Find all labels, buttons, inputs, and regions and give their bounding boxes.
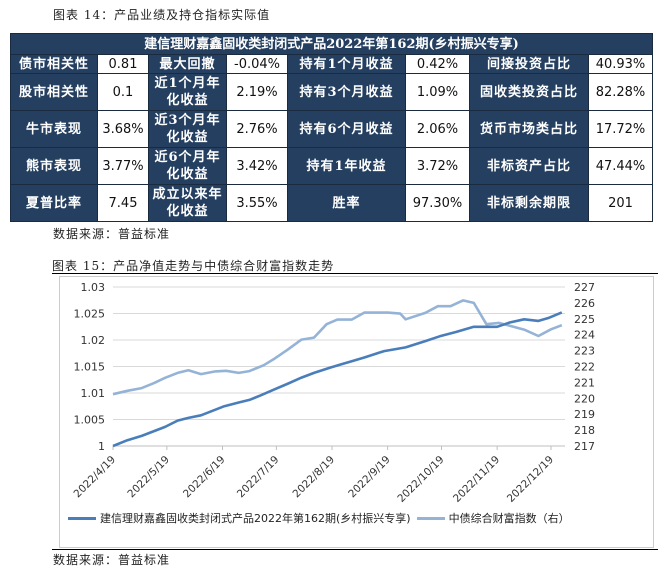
- x-tick-label: 2022/8/19: [291, 454, 338, 501]
- metric-label: 固收类投资占比: [469, 73, 589, 111]
- y-right-tick-label: 223: [574, 345, 595, 358]
- x-tick-label: 2022/12/19: [505, 454, 556, 505]
- metric-label: 债市相关性: [10, 54, 98, 74]
- metric-value: 3.55%: [226, 184, 288, 222]
- table-source: 数据来源：普益标准: [53, 227, 171, 241]
- y-left-tick-label: 1.015: [74, 361, 106, 374]
- metric-label: 近3个月年化收益: [148, 110, 227, 148]
- legend-swatch-product: [68, 516, 96, 520]
- x-tick-label: 2022/5/19: [125, 454, 172, 501]
- table-row: 牛市表现 3.68% 近3个月年化收益 2.76% 持有6个月收益 2.06% 货币市场类占…: [10, 110, 653, 148]
- metric-value: 1.09%: [405, 73, 470, 111]
- y-left-tick-label: 1.01: [81, 387, 106, 400]
- table-row: 股市相关性 0.1 近1个月年化收益 2.19% 持有3个月收益 1.09% 固收类投资占比…: [10, 73, 653, 111]
- metric-value: 97.30%: [405, 184, 470, 222]
- legend-label-product: 建信理财嘉鑫固收类封闭式产品2022年第162期(乡村振兴专享): [100, 512, 411, 525]
- series-line-index: [112, 299, 563, 396]
- metric-label: 胜率: [287, 184, 406, 222]
- metric-value: 2.76%: [226, 110, 288, 148]
- table-row: 熊市表现 3.77% 近6个月年化收益 3.42% 持有1年收益 3.72% 非标资产占比 4…: [10, 147, 653, 185]
- y-right-tick-label: 222: [574, 361, 595, 374]
- chart-legend: 建信理财嘉鑫固收类封闭式产品2022年第162期(乡村振兴专享) 中债综合财富指…: [68, 510, 570, 526]
- metric-value: 3.42%: [226, 147, 288, 185]
- metric-label: 货币市场类占比: [469, 110, 589, 148]
- metric-label: 持有1年收益: [287, 147, 406, 185]
- metric-label: 熊市表现: [10, 147, 98, 185]
- x-tick-label: 2022/6/19: [181, 454, 228, 501]
- y-right-tick-label: 218: [574, 424, 595, 437]
- metric-value: 3.77%: [97, 147, 149, 185]
- metric-label: 持有1个月收益: [287, 54, 406, 74]
- y-left-tick-label: 1.02: [81, 334, 106, 347]
- legend-swatch-index: [416, 516, 445, 520]
- metric-value: 0.42%: [405, 54, 470, 74]
- y-right-tick-label: 226: [574, 297, 595, 310]
- metric-label: 非标剩余期限: [469, 184, 589, 222]
- metric-label: 持有3个月收益: [287, 73, 406, 111]
- chart-caption: 图表 15：产品净值走势与中债综合财富指数走势: [52, 259, 335, 273]
- y-right-tick-label: 220: [574, 392, 595, 405]
- metric-label: 持有6个月收益: [287, 110, 406, 148]
- y-right-tick-label: 221: [574, 376, 595, 389]
- series-line-product: [112, 311, 563, 448]
- x-tick-label: 2022/11/19: [451, 454, 502, 505]
- table-row: 债市相关性 0.81 最大回撤 -0.04% 持有1个月收益 0.42% 间接投资占比 40.…: [10, 54, 653, 74]
- metric-value: 3.68%: [97, 110, 149, 148]
- divider: [52, 549, 658, 550]
- metric-label: 牛市表现: [10, 110, 98, 148]
- y-left-tick-label: 1.03: [81, 281, 106, 294]
- y-right-tick-label: 225: [574, 313, 595, 326]
- metric-value: 17.72%: [588, 110, 653, 148]
- metric-label: 间接投资占比: [469, 54, 589, 74]
- table-row: 夏普比率 7.45 成立以来年化收益 3.55% 胜率 97.30% 非标剩余期限 201: [10, 184, 653, 222]
- y-left-tick-label: 1.025: [74, 308, 106, 321]
- metric-value: -0.04%: [226, 54, 288, 74]
- y-right-tick-label: 219: [574, 408, 595, 421]
- metric-label: 近6个月年化收益: [148, 147, 227, 185]
- y-left-tick-label: 1: [98, 440, 105, 453]
- chart-source: 数据来源：普益标准: [53, 553, 171, 567]
- x-tick-label: 2022/4/19: [72, 454, 119, 501]
- performance-table: 建信理财嘉鑫固收类封闭式产品2022年第162期(乡村振兴专享) 债市相关性 0.8…: [10, 33, 653, 222]
- metric-value: 0.1: [97, 73, 149, 111]
- metric-label: 股市相关性: [10, 73, 98, 111]
- metric-value: 40.93%: [588, 54, 653, 74]
- metric-label: 成立以来年化收益: [148, 184, 227, 222]
- metric-value: 82.28%: [588, 73, 653, 111]
- y-right-tick-label: 224: [574, 329, 595, 342]
- y-left-tick-label: 1.005: [74, 414, 106, 427]
- metric-value: 201: [588, 184, 653, 222]
- y-right-tick-label: 217: [574, 440, 595, 453]
- metric-value: 2.06%: [405, 110, 470, 148]
- metric-label: 近1个月年化收益: [148, 73, 227, 111]
- metric-label: 夏普比率: [10, 184, 98, 222]
- legend-label-index: 中债综合财富指数（右）: [448, 512, 570, 525]
- y-right-tick-label: 227: [574, 281, 595, 294]
- chart-frame: [59, 276, 654, 548]
- x-tick-label: 2022/9/19: [346, 454, 393, 501]
- table-title: 建信理财嘉鑫固收类封闭式产品2022年第162期(乡村振兴专享): [10, 33, 653, 55]
- table-caption: 图表 14：产品业绩及持仓指标实际值: [53, 8, 271, 22]
- divider: [52, 273, 658, 274]
- x-tick-label: 2022/7/19: [235, 454, 282, 501]
- metric-value: 47.44%: [588, 147, 653, 185]
- metric-label: 非标资产占比: [469, 147, 589, 185]
- metric-value: 7.45: [97, 184, 149, 222]
- metric-value: 2.19%: [226, 73, 288, 111]
- x-tick-label: 2022/10/19: [395, 454, 446, 505]
